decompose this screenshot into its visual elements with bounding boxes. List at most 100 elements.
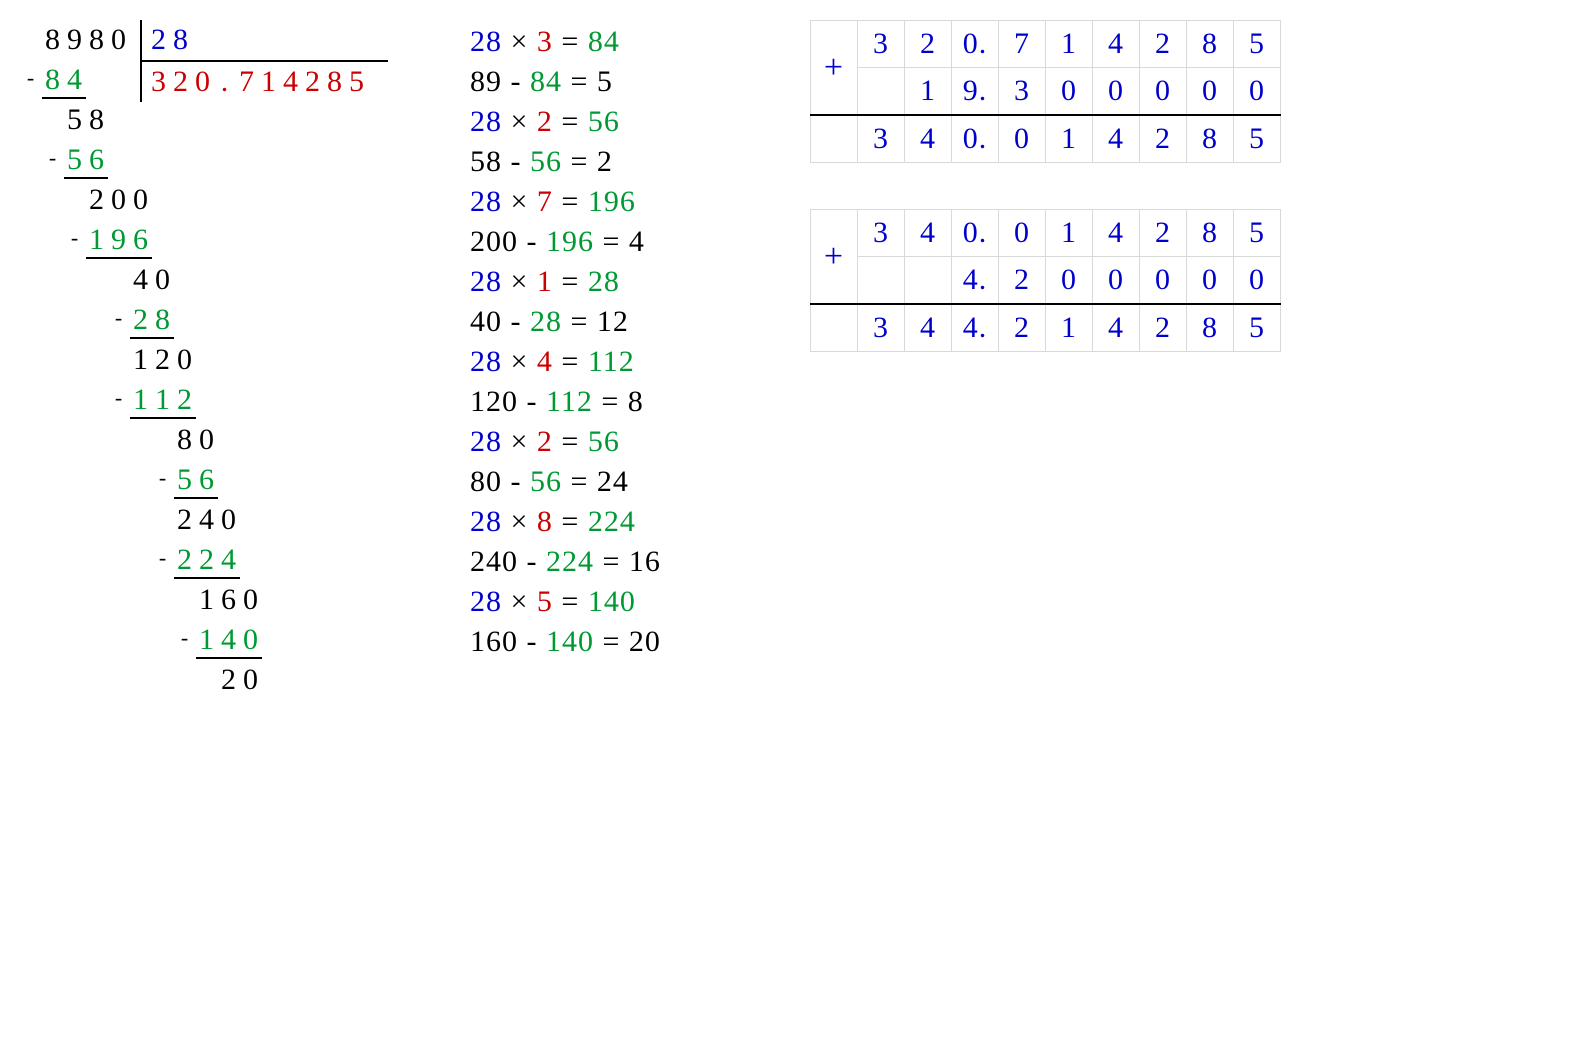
- explanation-row: 240 - 224 = 16: [470, 542, 770, 582]
- ld-digit: 2: [174, 383, 196, 417]
- ld-underline: 28: [130, 303, 174, 339]
- addition-cell: [858, 68, 905, 116]
- addition-cell: 0: [1140, 257, 1187, 305]
- explanation-part: =: [553, 185, 588, 218]
- addition-cell: 5: [1234, 21, 1281, 68]
- minus-sign: -: [64, 218, 86, 258]
- ld-digit: 0: [108, 20, 130, 60]
- explanation-row: 80 - 56 = 24: [470, 462, 770, 502]
- plus-sign: +: [811, 21, 858, 116]
- ld-digit: 0: [218, 500, 240, 540]
- explanation-part: 3: [537, 25, 553, 58]
- ld-digit: 0: [240, 623, 262, 657]
- ld-underline: 56: [64, 143, 108, 179]
- ld-row: 120: [20, 340, 430, 380]
- explanation-part: 240 -: [470, 545, 546, 578]
- explanation-part: =: [553, 505, 588, 538]
- addition-cell: 5: [1234, 304, 1281, 352]
- explanation-part: 40 -: [470, 305, 530, 338]
- addition-tables: +320.71428519.300000340.014285+340.01428…: [810, 20, 1574, 398]
- explanation-part: 28: [470, 105, 502, 138]
- explanation-part: 56: [530, 465, 562, 498]
- addition-cell: 0: [999, 115, 1046, 163]
- addition-cell: 0: [1187, 257, 1234, 305]
- addition-cell: 0: [1093, 68, 1140, 116]
- addition-cell: 2: [999, 304, 1046, 352]
- addition-cell: 4.: [952, 304, 999, 352]
- ld-digit: 4: [218, 543, 240, 577]
- addition-cell: [858, 257, 905, 305]
- explanation-part: 224: [546, 545, 594, 578]
- ld-digit: 8: [174, 420, 196, 460]
- explanation-row: 120 - 112 = 8: [470, 382, 770, 422]
- ld-row: 58: [20, 100, 430, 140]
- ld-digit: 0: [240, 660, 262, 700]
- ld-row: 160: [20, 580, 430, 620]
- addition-row: +320.714285: [811, 21, 1281, 68]
- explanation-part: 7: [537, 185, 553, 218]
- explanation-part: ×: [502, 265, 537, 298]
- explanation-part: =: [553, 425, 588, 458]
- explanation-part: = 24: [562, 465, 629, 498]
- addition-row: 19.300000: [811, 68, 1281, 116]
- explanation-part: 140: [546, 625, 594, 658]
- addition-cell: 0: [1140, 68, 1187, 116]
- addition-cell: 8: [1187, 115, 1234, 163]
- explanation-part: 5: [537, 585, 553, 618]
- explanation-row: 28 × 1 = 28: [470, 262, 770, 302]
- addition-cell: 5: [1234, 115, 1281, 163]
- explanation-part: 112: [588, 345, 635, 378]
- explanation-part: = 16: [594, 545, 661, 578]
- explanation-part: 28: [470, 265, 502, 298]
- ld-digit: 8: [42, 20, 64, 60]
- addition-cell: 2: [905, 21, 952, 68]
- ld-digit: 1: [130, 383, 152, 417]
- addition-cell: 0.: [952, 210, 999, 257]
- addition-cell: [811, 115, 858, 163]
- addition-row: +340.014285: [811, 210, 1281, 257]
- ld-digit: 1: [196, 580, 218, 620]
- addition-cell: 1: [1046, 304, 1093, 352]
- minus-sign: -: [20, 58, 42, 98]
- addition-cell: 0: [1046, 68, 1093, 116]
- ld-row: -196: [20, 220, 430, 260]
- ld-digit: 8: [86, 100, 108, 140]
- ld-row: -56: [20, 140, 430, 180]
- ld-digit: 1: [86, 223, 108, 257]
- addition-cell: 2: [1140, 115, 1187, 163]
- ld-underline: 84: [42, 63, 86, 99]
- explanation-part: =: [553, 25, 588, 58]
- explanation-part: 2: [537, 105, 553, 138]
- ld-digit: 9: [108, 223, 130, 257]
- addition-cell: 0.: [952, 115, 999, 163]
- explanation-part: =: [553, 345, 588, 378]
- addition-cell: 1: [905, 68, 952, 116]
- addition-cell: 5: [1234, 210, 1281, 257]
- explanation-part: = 20: [594, 625, 661, 658]
- ld-digit: 1: [152, 383, 174, 417]
- ld-digit: 8: [152, 303, 174, 337]
- addition-cell: 0: [1093, 257, 1140, 305]
- explanation-part: 224: [588, 505, 636, 538]
- addition-cell: 3: [858, 21, 905, 68]
- addition-cell: 0.: [952, 21, 999, 68]
- ld-digit: 6: [196, 463, 218, 497]
- ld-digit: 0: [196, 420, 218, 460]
- explanation-part: ×: [502, 185, 537, 218]
- ld-digit: 6: [218, 580, 240, 620]
- plus-sign: +: [811, 210, 858, 305]
- addition-cell: 2: [1140, 21, 1187, 68]
- explanation-part: 120 -: [470, 385, 546, 418]
- addition-cell: 3: [999, 68, 1046, 116]
- addition-cell: 2: [1140, 210, 1187, 257]
- ld-digit: 5: [64, 100, 86, 140]
- addition-cell: 4: [905, 304, 952, 352]
- addition-cell: 8: [1187, 304, 1234, 352]
- ld-top-row: 898028320.714285: [20, 20, 430, 60]
- addition-cell: 4: [1093, 21, 1140, 68]
- ld-digit: 5: [64, 143, 86, 177]
- addition-cell: 2: [999, 257, 1046, 305]
- ld-digit: 2: [174, 543, 196, 577]
- explanation-part: 196: [588, 185, 636, 218]
- minus-sign: -: [174, 618, 196, 658]
